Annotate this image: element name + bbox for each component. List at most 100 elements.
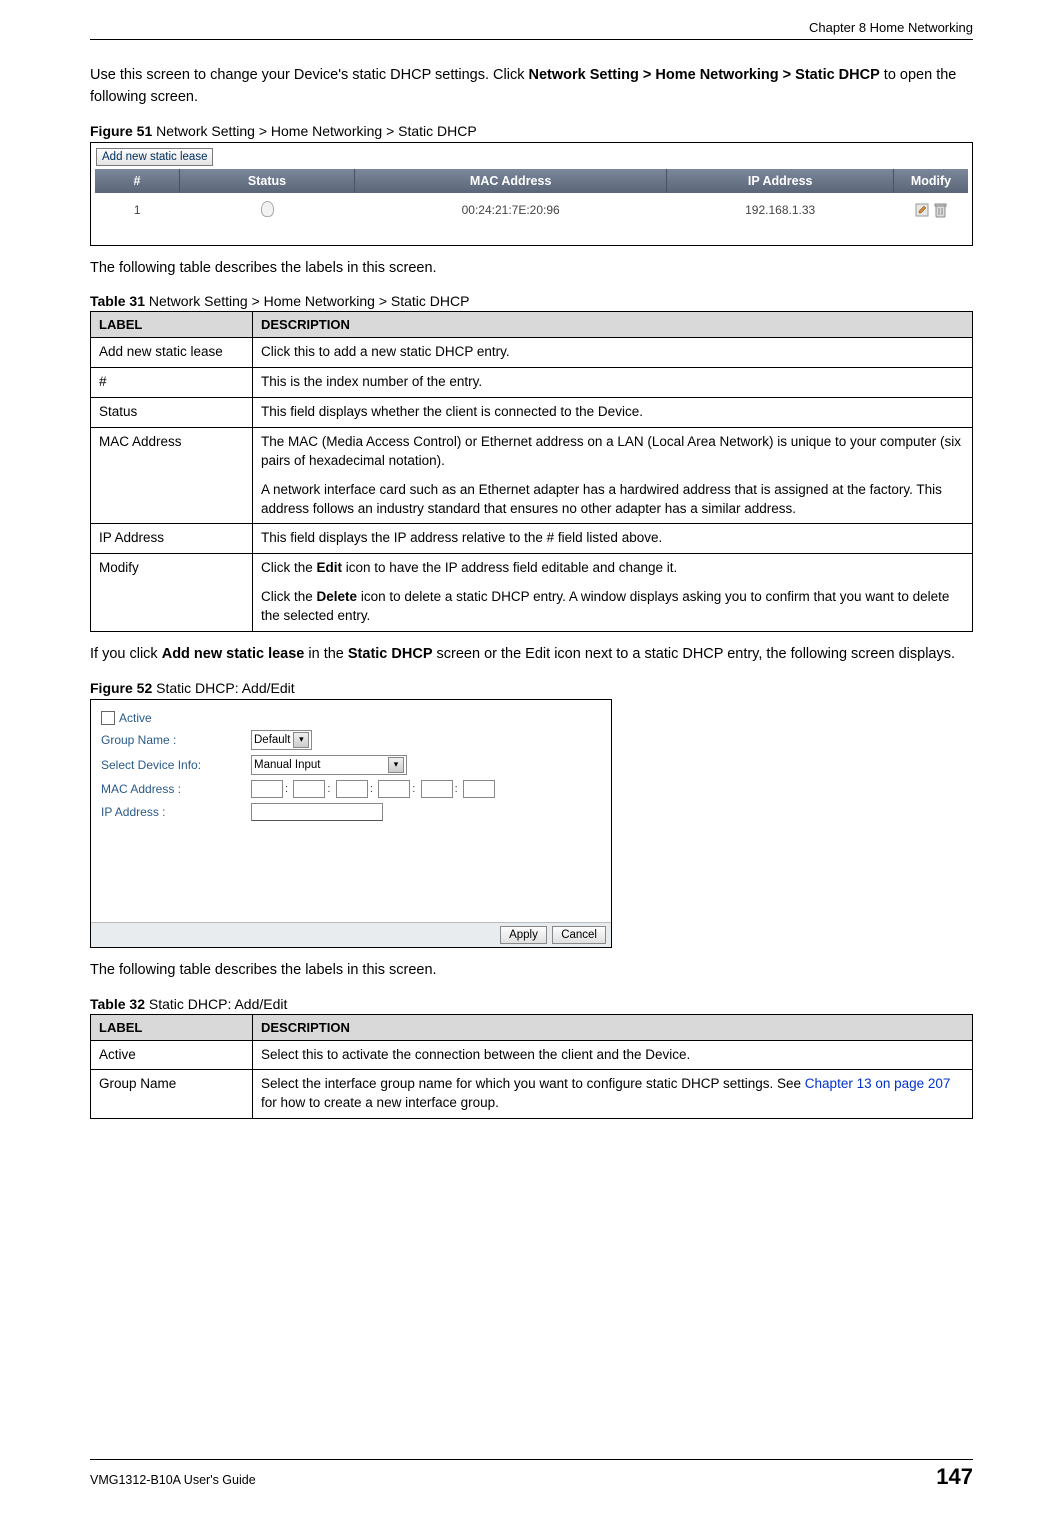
- cancel-button[interactable]: Cancel: [552, 926, 606, 944]
- t32-r0-desc: Select this to activate the connection b…: [253, 1040, 973, 1070]
- table32-head-desc: DESCRIPTION: [253, 1014, 973, 1040]
- table32-caption-rest: Static DHCP: Add/Edit: [145, 996, 287, 1012]
- mac-field-1[interactable]: [251, 780, 283, 798]
- t32-group-p2: for how to create a new interface group.: [261, 1095, 499, 1110]
- t31-r3-label: MAC Address: [91, 427, 253, 524]
- t31-r2-label: Status: [91, 398, 253, 428]
- figure52-screenshot: Active Group Name : Default ▾ Select Dev…: [90, 699, 612, 948]
- footer-guide: VMG1312-B10A User's Guide: [90, 1473, 256, 1487]
- ip-address-field[interactable]: [251, 803, 383, 821]
- intro-text-a: Use this screen to change your Device's …: [90, 67, 528, 83]
- select-device-select[interactable]: Manual Input ▾: [251, 755, 407, 775]
- t31-r1-label: #: [91, 368, 253, 398]
- header-rule: [90, 39, 973, 40]
- table-row: Group Name Select the interface group na…: [91, 1070, 973, 1119]
- table-row: Modify Click the Edit icon to have the I…: [91, 554, 973, 632]
- table-row: 1 00:24:21:7E:20:96 192.168.1.33: [95, 193, 968, 228]
- table32-caption-bold: Table 32: [90, 996, 145, 1012]
- intro-paragraph: Use this screen to change your Device's …: [90, 65, 973, 109]
- table31-caption-bold: Table 31: [90, 293, 145, 309]
- table31-head-desc: DESCRIPTION: [253, 312, 973, 338]
- figure51-caption-rest: Network Setting > Home Networking > Stat…: [152, 123, 476, 139]
- t31-modify-edit: Edit: [317, 560, 343, 575]
- chapter-header: Chapter 8 Home Networking: [90, 20, 973, 35]
- delete-icon[interactable]: [934, 203, 947, 218]
- table31-head-label: LABEL: [91, 312, 253, 338]
- t32-r1-label: Group Name: [91, 1070, 253, 1119]
- ip-address-label: IP Address :: [101, 805, 251, 819]
- t31-r4-desc: This field displays the IP address relat…: [253, 524, 973, 554]
- t31-r3-desc: The MAC (Media Access Control) or Ethern…: [253, 427, 973, 524]
- select-device-value: Manual Input: [254, 759, 321, 771]
- t31-r1-desc: This is the index number of the entry.: [253, 368, 973, 398]
- mac-field-5[interactable]: [421, 780, 453, 798]
- figure51-screenshot: Add new static lease # Status MAC Addres…: [90, 142, 973, 246]
- table32: LABEL DESCRIPTION Active Select this to …: [90, 1014, 973, 1120]
- figure51-caption: Figure 51 Network Setting > Home Network…: [90, 123, 973, 139]
- table31-caption: Table 31 Network Setting > Home Networki…: [90, 293, 973, 309]
- t31-r5-label: Modify: [91, 554, 253, 632]
- figure52-caption-rest: Static DHCP: Add/Edit: [152, 680, 294, 696]
- t31-mac-p2: A network interface card such as an Ethe…: [261, 481, 964, 519]
- cell-num: 1: [95, 193, 180, 228]
- add-new-static-lease-button[interactable]: Add new static lease: [96, 148, 213, 166]
- chevron-down-icon: ▾: [293, 732, 309, 748]
- table-row: Status This field displays whether the c…: [91, 398, 973, 428]
- pt31-b: in the: [304, 646, 348, 662]
- footer-rule: [90, 1459, 973, 1460]
- edit-icon[interactable]: [915, 203, 929, 217]
- table-row: IP Address This field displays the IP ad…: [91, 524, 973, 554]
- t31-modify-p1a: Click the: [261, 560, 317, 575]
- t32-r1-desc: Select the interface group name for whic…: [253, 1070, 973, 1119]
- t31-modify-p2a: Click the: [261, 589, 317, 604]
- para-after-fig52: The following table describes the labels…: [90, 960, 973, 982]
- table31-caption-rest: Network Setting > Home Networking > Stat…: [145, 293, 469, 309]
- table-row: Add new static lease Click this to add a…: [91, 338, 973, 368]
- t31-modify-p2b: icon to delete a static DHCP entry. A wi…: [261, 589, 949, 623]
- mac-field-2[interactable]: [293, 780, 325, 798]
- col-header-num: #: [95, 169, 180, 193]
- mac-field-3[interactable]: [336, 780, 368, 798]
- active-checkbox[interactable]: [101, 711, 115, 725]
- figure51-caption-bold: Figure 51: [90, 123, 152, 139]
- chapter13-link[interactable]: Chapter 13 on page 207: [805, 1076, 951, 1091]
- active-label: Active: [119, 711, 152, 725]
- pt31-b1: Add new static lease: [162, 646, 305, 662]
- intro-bold-path: Network Setting > Home Networking > Stat…: [528, 67, 879, 83]
- figure52-caption: Figure 52 Static DHCP: Add/Edit: [90, 680, 973, 696]
- t32-group-p1: Select the interface group name for whic…: [261, 1076, 805, 1091]
- cell-modify: [894, 193, 969, 228]
- group-name-value: Default: [254, 734, 290, 746]
- mac-address-inputs: : : : : :: [251, 780, 495, 798]
- chevron-down-icon: ▾: [388, 757, 404, 773]
- figure52-caption-bold: Figure 52: [90, 680, 152, 696]
- page-footer: VMG1312-B10A User's Guide 147: [90, 1452, 973, 1490]
- col-header-modify: Modify: [894, 169, 969, 193]
- cell-ip: 192.168.1.33: [667, 193, 894, 228]
- select-device-label: Select Device Info:: [101, 758, 251, 772]
- t31-modify-p1b: icon to have the IP address field editab…: [342, 560, 677, 575]
- pt31-b2: Static DHCP: [348, 646, 433, 662]
- pt31-c: screen or the Edit icon next to a static…: [433, 646, 956, 662]
- cell-status: [180, 193, 355, 228]
- para-after-t31: If you click Add new static lease in the…: [90, 644, 973, 666]
- table-row: Active Select this to activate the conne…: [91, 1040, 973, 1070]
- col-header-status: Status: [180, 169, 355, 193]
- t31-r5-desc: Click the Edit icon to have the IP addre…: [253, 554, 973, 632]
- t31-r4-label: IP Address: [91, 524, 253, 554]
- para-after-fig51: The following table describes the labels…: [90, 258, 973, 280]
- apply-button[interactable]: Apply: [500, 926, 547, 944]
- status-bulb-icon: [261, 201, 274, 217]
- mac-field-6[interactable]: [463, 780, 495, 798]
- mac-field-4[interactable]: [378, 780, 410, 798]
- mac-address-label: MAC Address :: [101, 782, 251, 796]
- table-row: # This is the index number of the entry.: [91, 368, 973, 398]
- t31-r0-label: Add new static lease: [91, 338, 253, 368]
- col-header-mac: MAC Address: [355, 169, 667, 193]
- pt31-a: If you click: [90, 646, 162, 662]
- t31-r2-desc: This field displays whether the client i…: [253, 398, 973, 428]
- t31-mac-p1: The MAC (Media Access Control) or Ethern…: [261, 433, 964, 471]
- col-header-ip: IP Address: [667, 169, 894, 193]
- t32-r0-label: Active: [91, 1040, 253, 1070]
- group-name-select[interactable]: Default ▾: [251, 730, 312, 750]
